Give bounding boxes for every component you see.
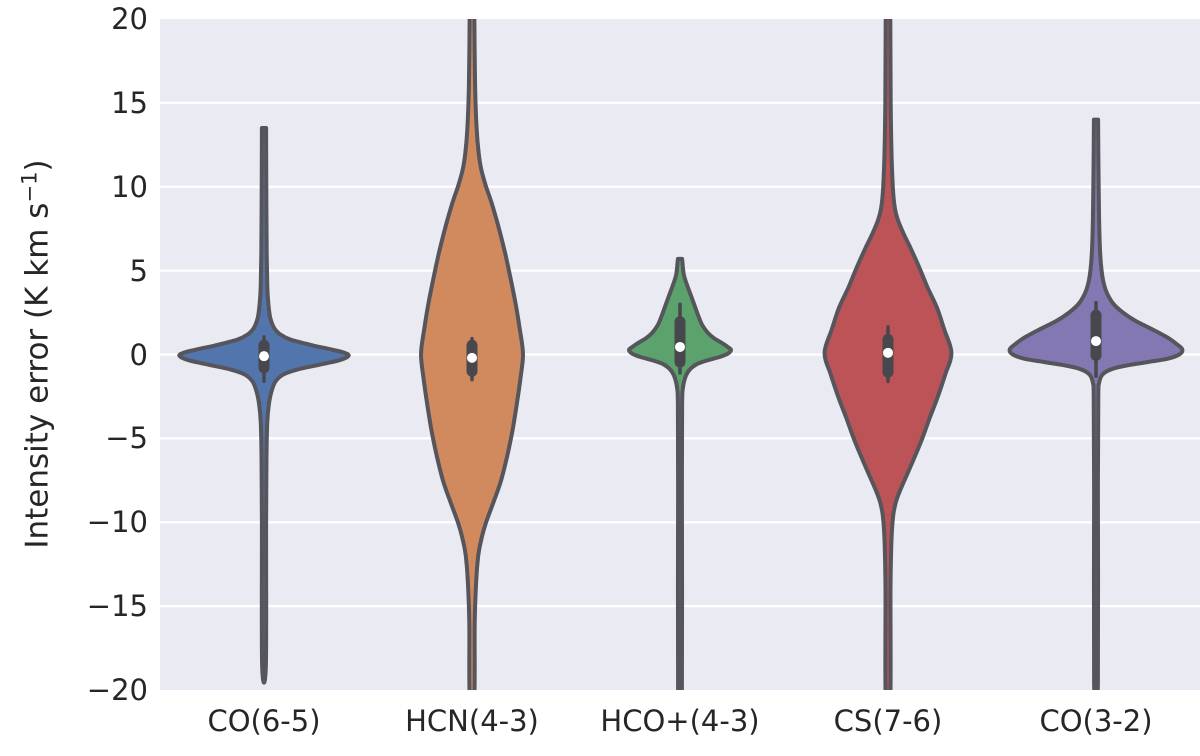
- plot-area: [160, 19, 1200, 690]
- median-dot-CS(7-6): [883, 347, 893, 358]
- y-tick-label: −20: [86, 673, 148, 707]
- x-tick-label: HCN(4-3): [405, 704, 539, 738]
- violin-body-CO(3-2): [1007, 117, 1185, 690]
- y-tick-label: 15: [111, 85, 148, 120]
- x-tick-label: HCO+(4-3): [600, 704, 760, 738]
- violin-body-HCO+(4-3): [627, 256, 733, 690]
- y-tick-label: −10: [86, 505, 148, 540]
- x-tick-label: CS(7-6): [833, 704, 943, 738]
- median-dot-HCO+(4-3): [675, 341, 685, 352]
- x-tick-label: CO(6-5): [207, 704, 321, 738]
- median-dot-CO(6-5): [259, 351, 269, 362]
- median-dot-HCN(4-3): [467, 352, 477, 363]
- y-tick-label: −15: [86, 589, 148, 624]
- y-tick-label: 10: [111, 169, 148, 204]
- plot-area-svg: [160, 19, 1200, 690]
- y-tick-label: 5: [129, 253, 148, 288]
- y-tick-label: −5: [105, 421, 148, 456]
- median-dot-CO(3-2): [1091, 336, 1101, 347]
- y-tick-label: 0: [129, 337, 148, 372]
- x-tick-label: CO(3-2): [1039, 704, 1153, 738]
- violin-body-CO(6-5): [177, 126, 351, 685]
- y-tick-label: 20: [111, 2, 148, 36]
